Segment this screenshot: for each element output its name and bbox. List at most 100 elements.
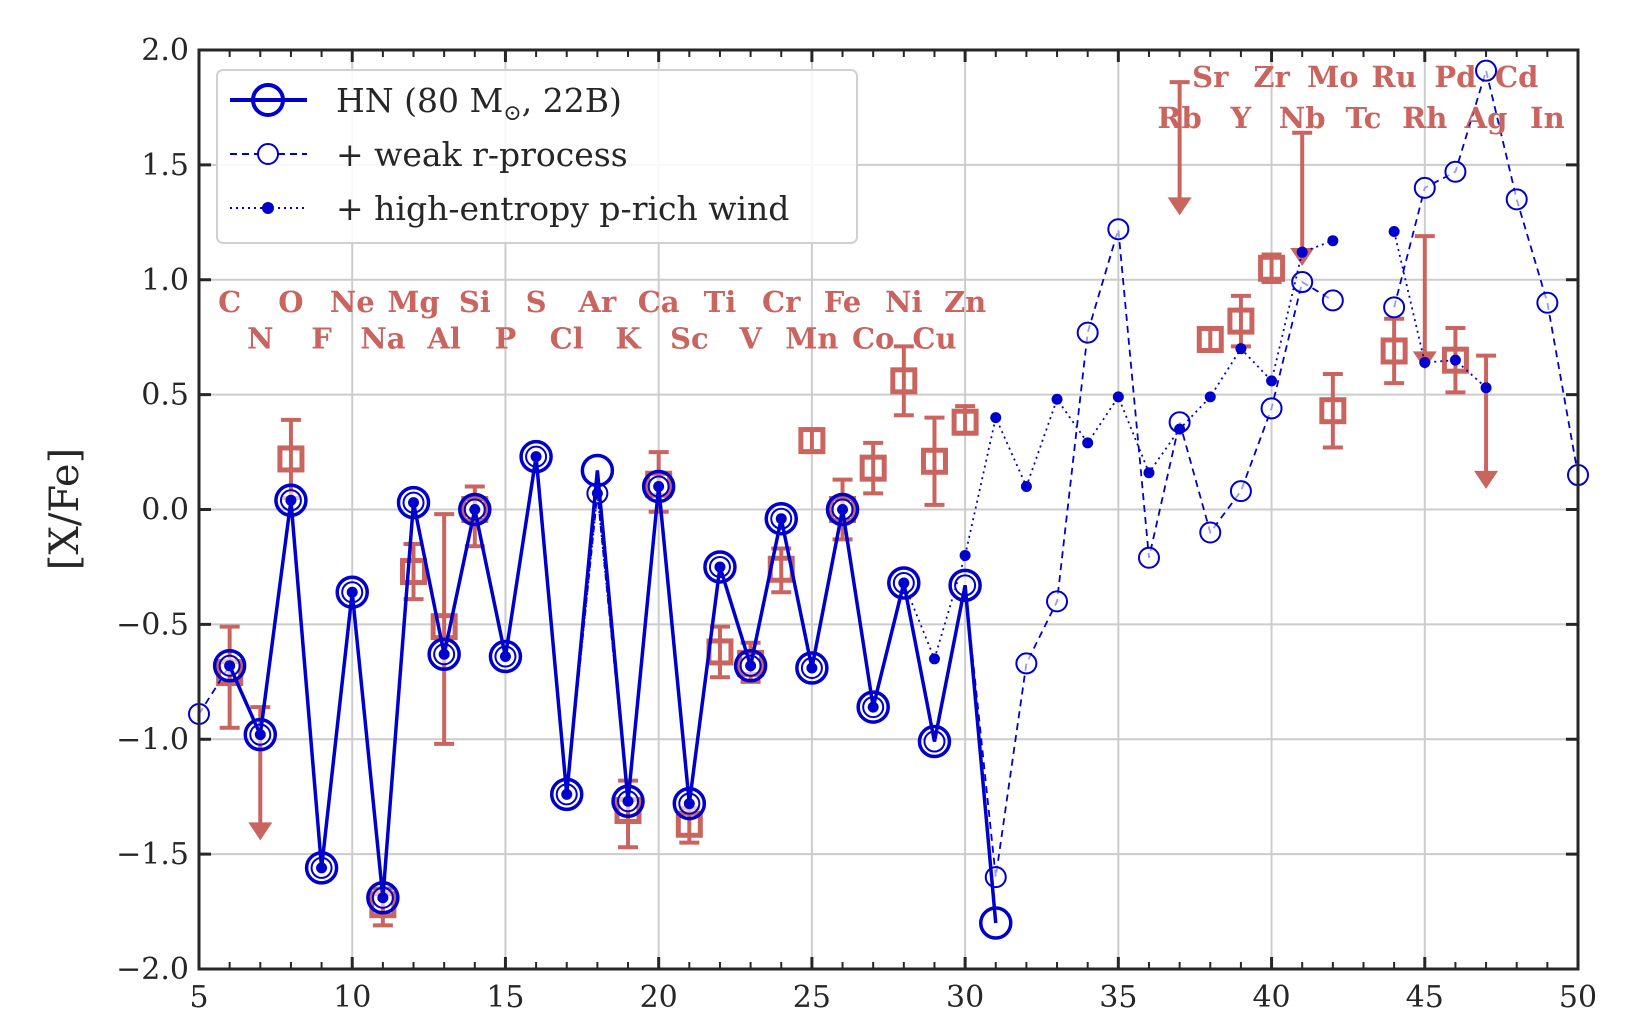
element-label: Nb (1279, 101, 1326, 135)
legend: HN (80 M⊙, 22B) + weak r-process + high-… (216, 69, 858, 244)
y-tick-label: 1.5 (141, 148, 189, 183)
wind-point (1419, 356, 1431, 368)
legend-hn-label: HN (80 M (336, 81, 503, 120)
x-tick-label: 45 (1406, 980, 1444, 1015)
observation-square-marker (1380, 337, 1408, 365)
hn-point (641, 469, 676, 504)
wind-point (1296, 246, 1308, 258)
element-label: O (278, 285, 303, 319)
element-label: Si (459, 285, 491, 319)
legend-weak-r-marker-icon (257, 143, 279, 165)
element-label: Rh (1402, 101, 1447, 135)
weak-r-point (1475, 59, 1498, 82)
weak-r-point (1413, 176, 1436, 199)
hn-point (549, 777, 584, 812)
hn-point (703, 550, 737, 584)
element-label: Ag (1464, 101, 1508, 135)
element-label: Sc (670, 322, 709, 356)
element-label: Mn (785, 322, 838, 356)
element-label: Co (852, 322, 894, 356)
observation-square-marker (1319, 397, 1347, 425)
y-tick-label: 2.0 (141, 33, 189, 68)
hn-point (795, 651, 829, 685)
hn-point (427, 637, 461, 671)
y-tick-label: −1.5 (116, 837, 189, 872)
upper-limit-arrow-icon (248, 822, 273, 841)
legend-item-hn: HN (80 M⊙, 22B) (230, 81, 622, 126)
hn-point (917, 724, 952, 759)
y-tick-label: 1.0 (141, 263, 189, 298)
axes: 5 10 15 20 25 30 35 40 45 50 −2.0 −1.5 −1.0 −0.5 0.0 0.… (116, 33, 1597, 1015)
observation-square-marker (920, 447, 948, 475)
element-label: Mg (387, 285, 439, 319)
observation-square-marker (1227, 307, 1255, 335)
element-label: Al (426, 322, 461, 356)
series-line-hn (228, 456, 998, 924)
element-label: Ru (1372, 60, 1417, 94)
legend-hn-marker-icon (251, 83, 285, 117)
hn-point (979, 906, 1013, 940)
element-label: Mo (1307, 60, 1358, 94)
x-tick-label: 40 (1252, 980, 1290, 1015)
x-tick-label: 15 (486, 980, 524, 1015)
hn-point (764, 501, 798, 536)
x-tick-label: 30 (946, 980, 984, 1015)
wind-point (1266, 375, 1278, 387)
weak-r-point (1536, 291, 1559, 314)
weak-r-point (1321, 289, 1344, 312)
element-label: Pd (1434, 60, 1476, 94)
y-tick-label: −2.0 (116, 952, 189, 987)
upper-limit-arrow-icon (1167, 197, 1192, 216)
element-label: In (1530, 101, 1565, 135)
weak-r-point (1505, 188, 1528, 211)
hn-point (672, 786, 707, 821)
legend-hn-label-end: , 22B) (522, 81, 622, 120)
wind-point (928, 653, 940, 665)
element-label: Ne (330, 285, 375, 319)
wind-point (1388, 226, 1400, 238)
legend-wind-marker-icon (262, 202, 274, 214)
element-label: Zr (1253, 60, 1290, 94)
weak-r-point (1291, 271, 1314, 294)
observation-square-marker (1196, 325, 1224, 353)
element-label: Cl (550, 322, 584, 356)
element-label: P (495, 322, 517, 356)
wind-point (959, 549, 971, 561)
hn-point (243, 717, 278, 752)
element-label: S (526, 285, 547, 319)
legend-item-wind: + high-entropy p-rich wind (230, 189, 789, 228)
hn-point (212, 648, 247, 683)
observation-square-marker (400, 558, 428, 586)
x-tick-label: 10 (333, 980, 371, 1015)
weak-r-point (984, 866, 1007, 889)
x-tick-label: 50 (1559, 980, 1597, 1015)
y-tick-label: 0.0 (141, 493, 189, 528)
element-label: Cr (762, 285, 801, 319)
weak-r-point (1015, 652, 1038, 675)
hn-point (948, 568, 982, 603)
wind-point (1480, 382, 1492, 394)
hn-point (458, 492, 492, 527)
y-tick-label: 0.5 (141, 378, 189, 413)
hn-point (887, 566, 921, 600)
hn-point (335, 575, 369, 609)
element-label: F (311, 322, 332, 356)
weak-r-point (1199, 521, 1222, 544)
hn-point (733, 648, 768, 683)
weak-r-point (1076, 321, 1099, 344)
element-label: C (218, 285, 241, 319)
weak-r-point (1107, 218, 1130, 241)
observation-square-marker (1441, 346, 1469, 374)
element-label: Sr (1192, 60, 1229, 94)
element-labels: C O Ne Mg Si S Ar Ca Ti Cr Fe Ni Zn N F Na Al P Cl K Sc V Mn Co… (218, 60, 1565, 356)
weak-r-point (1383, 296, 1406, 319)
hn-point (580, 453, 615, 488)
wind-point (1112, 391, 1124, 403)
element-label: Zn (944, 285, 986, 319)
legend-box (216, 69, 858, 244)
element-label: Ti (704, 285, 737, 319)
hn-point (856, 690, 890, 724)
x-tick-label: 5 (189, 980, 208, 1015)
element-label: Cd (1495, 60, 1538, 94)
